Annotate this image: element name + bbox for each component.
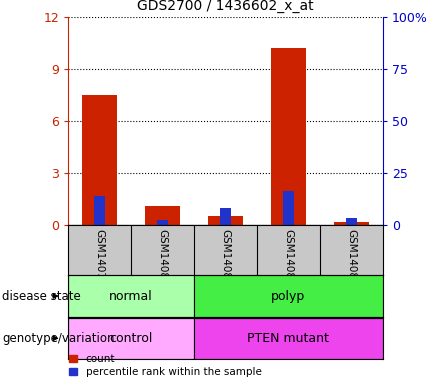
Text: normal: normal [109,290,153,303]
Text: GSM140813: GSM140813 [220,228,231,292]
Bar [157,220,168,225]
Text: disease state: disease state [2,290,81,303]
Bar [283,192,294,225]
Text: GSM140816: GSM140816 [158,228,168,292]
Text: GSM140792: GSM140792 [95,228,105,292]
Bar [346,218,357,225]
Text: polyp: polyp [271,290,305,303]
Text: PTEN mutant: PTEN mutant [247,332,330,345]
Bar [82,95,117,225]
Text: control: control [110,332,153,345]
Text: GSM140817: GSM140817 [283,228,293,292]
Bar [194,318,383,359]
Text: genotype/variation: genotype/variation [2,332,115,345]
Text: GSM140818: GSM140818 [346,228,356,292]
Bar [68,318,194,359]
Bar [194,275,383,317]
Title: GDS2700 / 1436602_x_at: GDS2700 / 1436602_x_at [137,0,314,13]
Bar [68,275,194,317]
Bar [220,208,231,225]
Bar [94,195,105,225]
Bar [145,206,180,225]
Bar [334,222,369,225]
Legend: count, percentile rank within the sample: count, percentile rank within the sample [69,354,261,377]
Bar [271,48,306,225]
Bar [208,216,243,225]
